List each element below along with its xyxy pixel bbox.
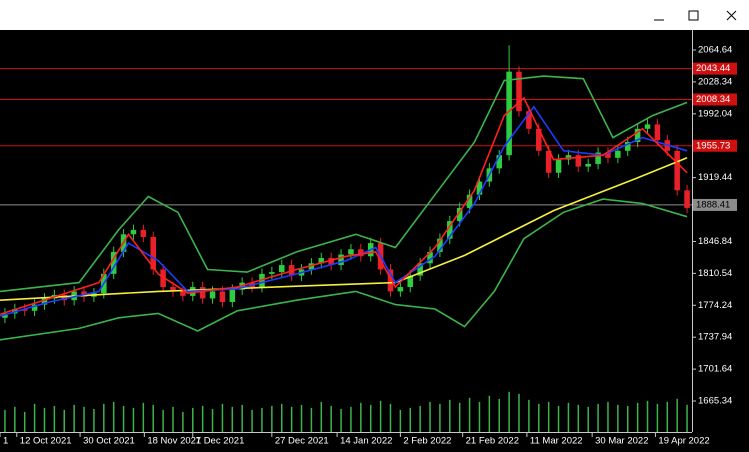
candle-body (585, 163, 591, 167)
candle-body (61, 294, 68, 301)
candle-body (338, 254, 344, 266)
candle-body (348, 249, 354, 255)
candle-body (654, 124, 661, 141)
candle-body (328, 258, 334, 266)
indicator-line (0, 75, 688, 293)
candle-body (575, 155, 582, 167)
candle-body (278, 265, 285, 273)
x-tick-label: 12 Oct 2021 (20, 436, 72, 447)
x-tick-label: 7 Dec 2021 (196, 436, 245, 447)
candle-body (526, 111, 532, 129)
candle-body (170, 287, 176, 292)
maximize-button[interactable] (688, 10, 699, 21)
candle-body (41, 298, 48, 305)
title-bar (0, 0, 749, 30)
close-button[interactable] (726, 10, 737, 21)
indicator-line (0, 198, 688, 341)
x-tick-label: 30 Oct 2021 (83, 436, 135, 447)
price-level-box (693, 139, 737, 152)
x-tick-label: 21 Feb 2022 (466, 436, 519, 447)
candle-body (150, 236, 156, 270)
candle-body (269, 272, 275, 274)
price-level-label: 1888.41 (696, 199, 730, 210)
candle-body (476, 181, 483, 195)
candle-body (595, 152, 601, 164)
candle-body (456, 207, 463, 222)
candle-body (209, 291, 216, 299)
candle-body (466, 194, 473, 208)
x-tick-label: 27 Dec 2021 (275, 436, 329, 447)
candle-body (2, 313, 8, 318)
y-tick-label: 1774.24 (698, 300, 732, 311)
candle-body (536, 128, 542, 151)
candle-body (506, 71, 512, 156)
candle-body (397, 287, 404, 292)
candle-body (140, 229, 147, 237)
price-level-label: 2008.34 (696, 94, 730, 105)
x-tick-label: 1 (3, 436, 8, 447)
candle-body (318, 258, 325, 264)
candle-body (684, 190, 690, 208)
indicator-line (0, 96, 688, 316)
y-tick-label: 1737.94 (698, 332, 732, 343)
candle-body (21, 309, 28, 311)
candle-body (447, 221, 453, 239)
candle-body (496, 155, 502, 169)
y-tick-label: 1992.04 (698, 108, 732, 119)
candle-body (417, 263, 423, 276)
y-tick-label: 1846.84 (698, 236, 732, 247)
price-level-label: 1955.73 (696, 140, 730, 151)
candle-body (624, 141, 631, 151)
price-level-box (693, 62, 737, 75)
candle-body (516, 71, 522, 112)
y-tick-label: 2064.64 (698, 45, 732, 56)
candle-body (615, 150, 621, 158)
price-level-box (693, 198, 737, 211)
candle-body (229, 289, 236, 302)
candle-body (387, 269, 394, 292)
candle-body (644, 124, 651, 129)
candle-body (565, 155, 572, 160)
y-tick-label: 2028.34 (698, 76, 732, 87)
x-tick-label: 2 Feb 2022 (403, 436, 451, 447)
indicator-line (0, 105, 688, 317)
x-tick-label: 19 Apr 2022 (658, 436, 709, 447)
x-tick-label: 18 Nov 2021 (147, 436, 201, 447)
candle-body (545, 150, 552, 173)
candle-body (160, 269, 166, 288)
candle-body (437, 238, 443, 252)
indicator-line (0, 157, 688, 301)
candle-body (407, 275, 414, 288)
x-tick-label: 11 Mar 2022 (530, 436, 583, 447)
candle-body (674, 150, 680, 191)
candle-body (31, 304, 38, 311)
price-level-label: 2043.44 (696, 63, 730, 74)
candle-body (199, 287, 206, 299)
candle-body (634, 128, 641, 142)
y-tick-label: 1701.64 (698, 364, 732, 375)
candle-body (180, 291, 186, 296)
candle-body (555, 159, 562, 173)
candle-body (308, 263, 315, 270)
price-level-box (693, 93, 737, 106)
candle-body (110, 251, 117, 274)
candle-body (219, 291, 226, 302)
candle-body (358, 249, 364, 257)
x-tick-label: 30 Mar 2022 (595, 436, 648, 447)
x-tick-label: 14 Jan 2022 (340, 436, 392, 447)
candle-body (427, 251, 433, 264)
candle-body (130, 229, 137, 235)
y-tick-label: 1919.44 (698, 172, 732, 183)
y-tick-label: 1810.54 (698, 268, 732, 279)
candle-body (605, 152, 611, 158)
y-tick-label: 1665.34 (698, 396, 732, 407)
